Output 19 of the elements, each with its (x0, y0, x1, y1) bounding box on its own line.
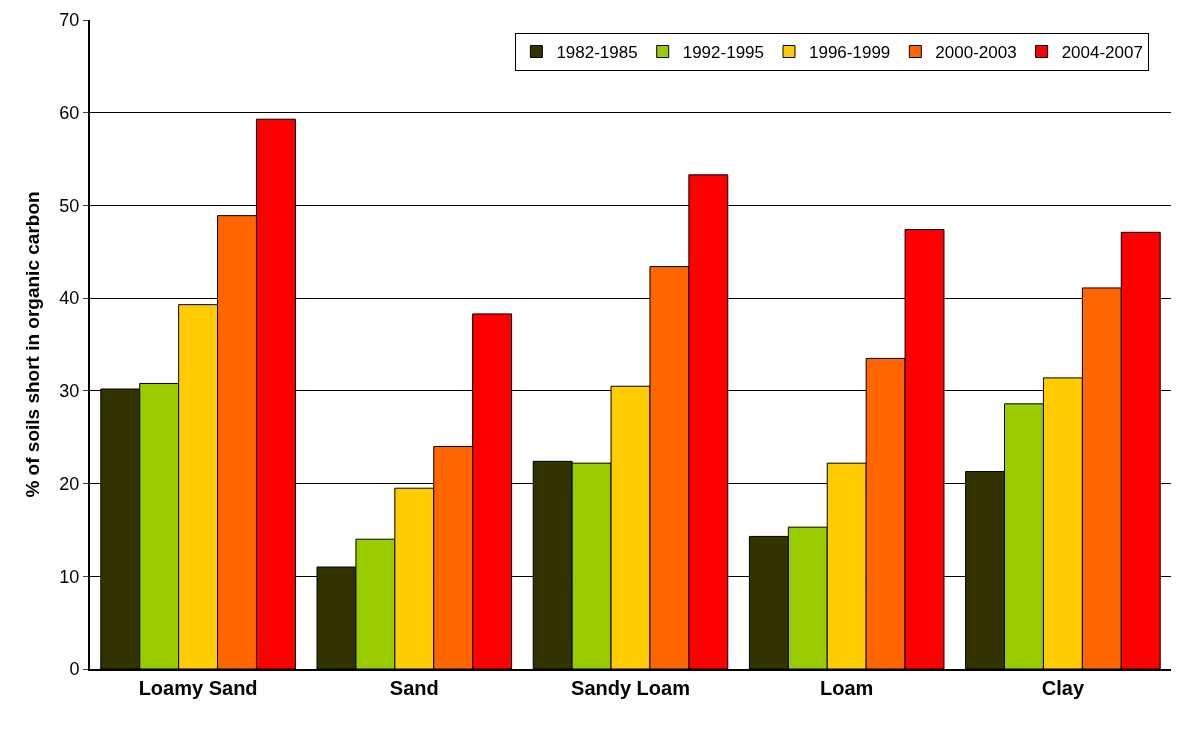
legend-label: 1992-1995 (682, 43, 765, 63)
y-tick-label: 70 (59, 10, 80, 31)
y-tick-label: 0 (69, 659, 80, 680)
legend-label: 2004-2007 (1061, 43, 1143, 63)
x-tick-label: Sandy Loam (571, 677, 690, 699)
x-tick-label: Loamy Sand (138, 677, 258, 699)
y-tick-label: 30 (59, 381, 80, 402)
legend-label: 1982-1985 (556, 43, 638, 63)
x-tick-label: Clay (1041, 677, 1085, 699)
y-tick-label: 60 (59, 103, 80, 124)
y-axis-title: % of soils short in organic carbon (21, 191, 43, 498)
y-tick-label: 10 (59, 566, 80, 587)
y-tick-label: 40 (59, 288, 80, 309)
y-tick-label: 20 (59, 473, 80, 494)
legend-label: 2000-2003 (935, 43, 1017, 63)
y-tick-label: 50 (59, 195, 80, 216)
legend-label: 1996-1999 (809, 43, 891, 63)
x-tick-label: Loam (820, 677, 874, 699)
x-tick-label: Sand (389, 677, 439, 699)
